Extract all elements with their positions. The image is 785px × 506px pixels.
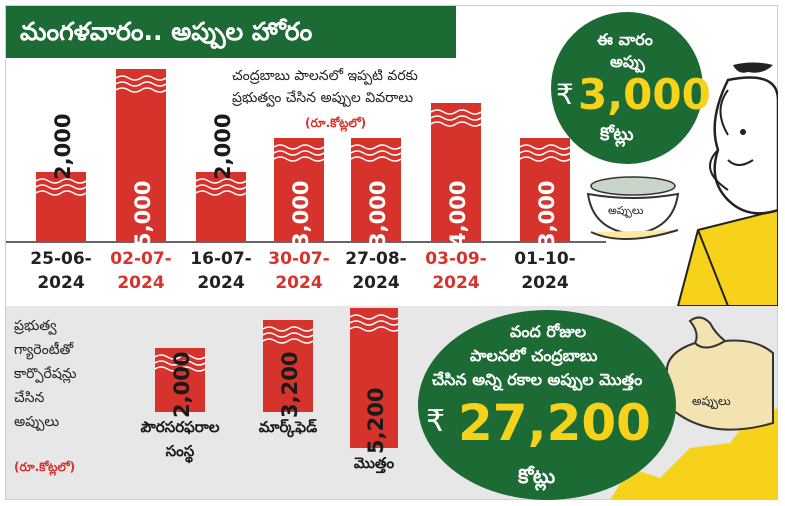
this-week-line2: అప్పు: [610, 52, 645, 71]
date-label: 2024: [521, 273, 569, 293]
data-label: 4,000: [445, 180, 470, 247]
category-label: మార్క్‌ఫెడ్: [258, 418, 318, 436]
this-week-unit: కోట్లు: [600, 124, 634, 145]
bottom-note-line: ప్రభుత్వ: [14, 318, 57, 334]
data-bar: [431, 103, 481, 241]
sack-label: అప్పులు: [692, 394, 731, 408]
total-unit: కోట్లు: [518, 464, 556, 488]
chart-subtitle-line1: చంద్రబాబు పాలనలో ఇప్పటి వరకు: [232, 68, 418, 84]
data-label: 2,000: [210, 113, 235, 181]
total-line1: వంద రోజుల: [510, 322, 587, 341]
data-label: 5,000: [130, 180, 155, 247]
bowl-icon: [586, 176, 680, 240]
bottom-note-line: కార్పొరేషన్లు: [14, 366, 77, 382]
data-bar: [116, 69, 166, 241]
date-label: 2024: [37, 273, 85, 293]
bottom-note-line: అప్పులు: [14, 414, 60, 430]
bowl-label: అప్పులు: [608, 204, 644, 217]
data-label: 2,000: [169, 351, 194, 418]
date-label: 2024: [197, 273, 245, 293]
data-bar: [196, 172, 246, 241]
date-label: 03-09-: [425, 249, 487, 269]
bottom-note-line: గ్యారెంటీతో: [14, 342, 74, 358]
data-bar: [274, 137, 324, 241]
data-label: 3,000: [365, 180, 390, 247]
data-bar: [350, 308, 398, 448]
chart-baseline: [6, 241, 606, 243]
bottom-note-line: చేసిన: [14, 390, 45, 406]
map-silhouette: [610, 408, 778, 500]
data-label: 3,000: [288, 180, 313, 247]
total-amount: 27,200: [458, 394, 651, 452]
total-line2: పాలనలో చంద్రబాబు: [470, 346, 598, 365]
cartoon-illustration: [676, 62, 778, 306]
date-label: 01-10-: [514, 249, 576, 269]
data-bar: [263, 320, 313, 412]
this-week-currency: ₹: [556, 78, 574, 111]
data-bar: [36, 172, 86, 241]
date-label: 2024: [432, 273, 480, 293]
date-label: 25-06-: [30, 249, 92, 269]
date-label: 30-07-: [268, 249, 330, 269]
data-bar: [351, 137, 401, 241]
date-label: 02-07-: [110, 249, 172, 269]
page-title: మంగళవారం.. అప్పుల హోరం: [6, 6, 456, 58]
bottom-unit-note: (రూ.కోట్లలో): [14, 460, 76, 474]
chart-unit-note: (రూ.కోట్లలో): [305, 116, 367, 130]
chart-subtitle-line2: ప్రభుత్వం చేసిన అప్పుల వివరాలు: [232, 90, 414, 106]
category-label: పౌరసరఫరాల: [140, 418, 220, 436]
total-line3: చేసిన అన్ని రకాల అప్పుల మొత్తం: [432, 370, 643, 389]
date-label: 16-07-: [190, 249, 252, 269]
data-label: 5,200: [363, 387, 388, 454]
this-week-line1: ఈ వారం: [597, 30, 653, 49]
data-label: 3,000: [534, 180, 559, 247]
date-label: 27-08-: [345, 249, 407, 269]
date-label: 2024: [352, 273, 400, 293]
date-label: 2024: [275, 273, 323, 293]
category-label: సంస్థ: [165, 442, 195, 460]
data-bar: [520, 137, 570, 241]
total-badge: [418, 310, 676, 500]
data-bar: [155, 348, 205, 412]
data-label: 3,200: [277, 351, 302, 418]
this-week-badge: [551, 12, 703, 164]
total-currency: ₹: [426, 404, 446, 439]
category-label: మొత్తం: [353, 454, 395, 472]
this-week-amount: 3,000: [578, 70, 711, 119]
date-label: 2024: [117, 273, 165, 293]
data-label: 2,000: [50, 113, 75, 181]
